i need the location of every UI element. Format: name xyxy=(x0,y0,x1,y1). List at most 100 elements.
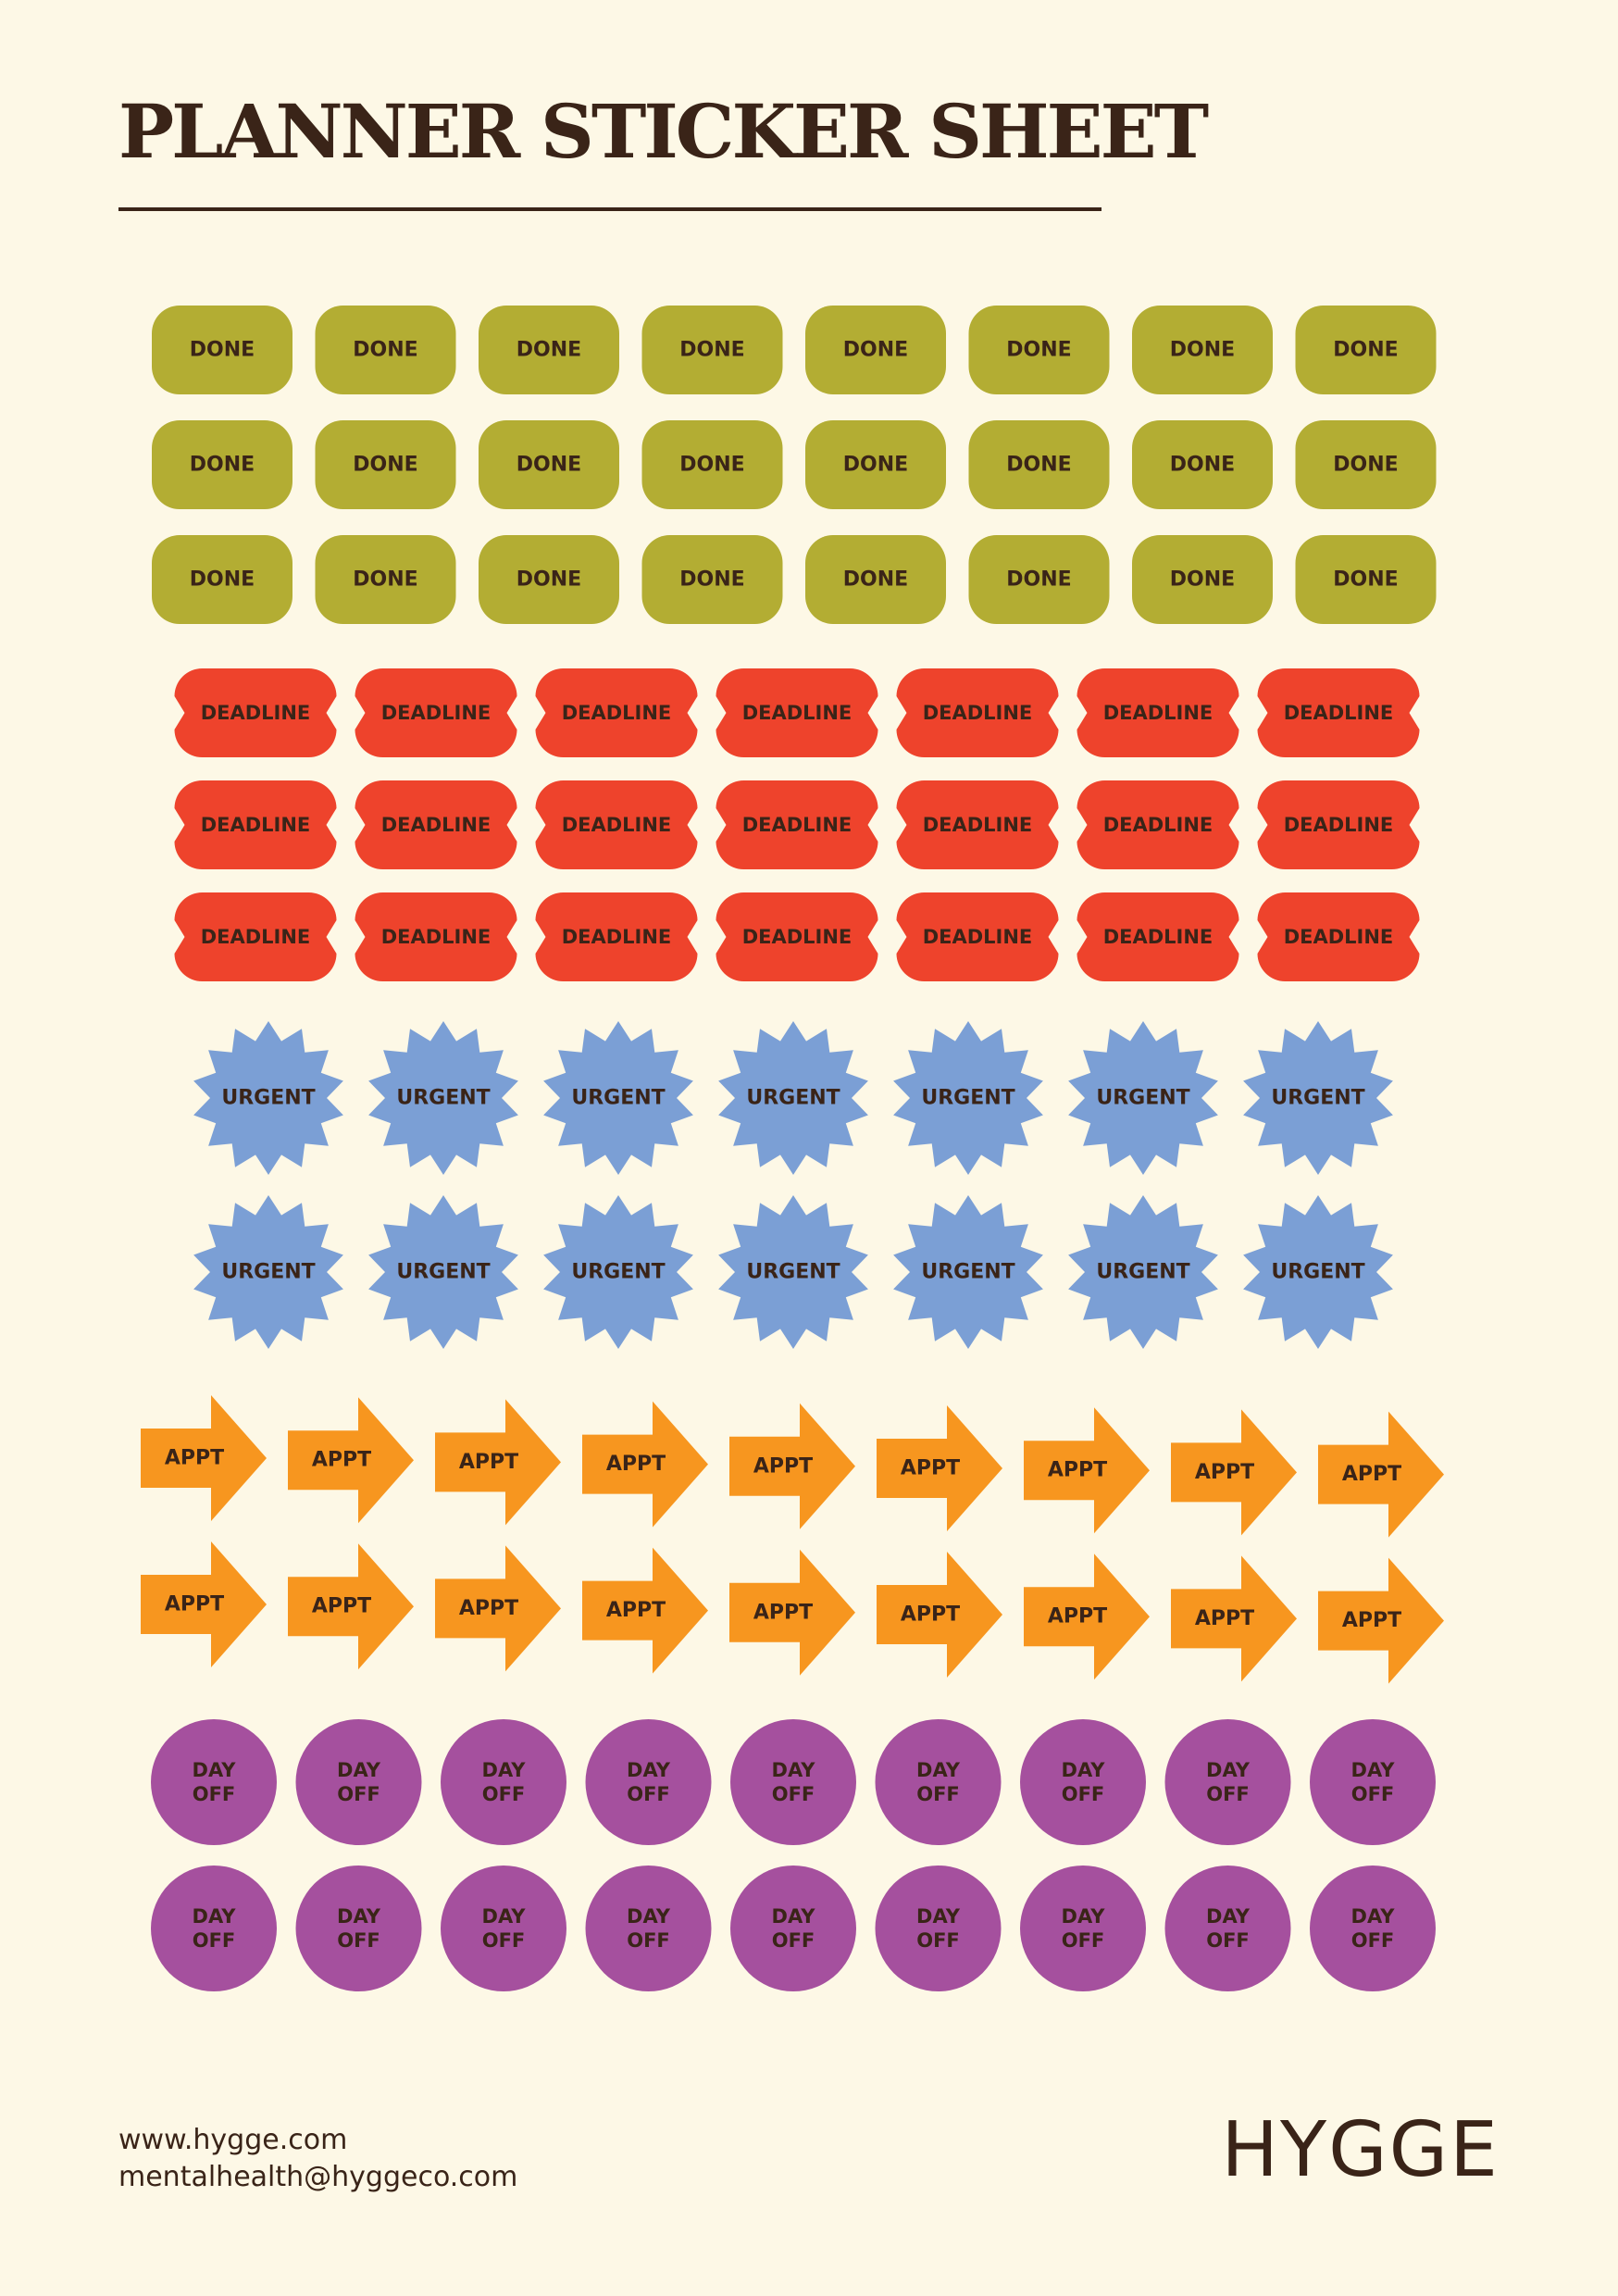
day-off-sticker-label: DAY xyxy=(916,1905,961,1928)
day-off-sticker-label: DAY xyxy=(337,1759,381,1781)
day-off-sticker-shape xyxy=(875,1866,1002,1991)
done-sticker: DONE xyxy=(1295,306,1437,394)
day-off-sticker-shape xyxy=(1310,1719,1436,1845)
appt-sticker-label: APPT xyxy=(753,1454,813,1478)
done-sticker: DONE xyxy=(641,535,783,624)
deadline-sticker-shape xyxy=(716,892,878,981)
appt-sticker: APPT xyxy=(435,1545,561,1672)
appt-sticker-label: APPT xyxy=(1048,1605,1107,1628)
appt-sticker-label: APPT xyxy=(753,1601,813,1624)
urgent-sticker: URGENT xyxy=(193,1195,343,1349)
urgent-sticker: URGENT xyxy=(543,1195,693,1349)
urgent-sticker-shape xyxy=(368,1021,518,1175)
day-off-sticker-shape xyxy=(730,1719,856,1845)
day-off-sticker-label: DAY xyxy=(1062,1759,1106,1781)
day-off-sticker-shape xyxy=(151,1866,277,1991)
day-off-sticker-label: DAY xyxy=(772,1759,816,1781)
done-sticker-shape xyxy=(479,420,619,509)
day-off-sticker-shape xyxy=(295,1866,422,1991)
done-sticker-label: DONE xyxy=(1170,568,1235,592)
deadline-sticker-label: DEADLINE xyxy=(381,702,492,724)
email-link[interactable]: mentalhealth@hyggeco.com xyxy=(118,2161,518,2193)
deadline-sticker-shape xyxy=(716,668,878,757)
day-off-sticker-label: OFF xyxy=(1206,1783,1250,1805)
day-off-sticker-shape xyxy=(295,1719,422,1845)
done-sticker-shape xyxy=(479,306,619,394)
done-sticker-label: DONE xyxy=(679,339,744,362)
urgent-sticker-label: URGENT xyxy=(221,1261,315,1284)
appt-sticker-shape xyxy=(288,1543,414,1670)
deadline-sticker: DEADLINE xyxy=(1077,780,1239,869)
appt-sticker-group: APPT APPT APPT APPT APPT APPT APPT APPT APPT APPT… xyxy=(141,1395,1444,1684)
appt-sticker: APPT xyxy=(435,1399,561,1526)
deadline-sticker-shape xyxy=(355,668,517,757)
done-sticker: DONE xyxy=(1132,306,1273,394)
appt-sticker-shape xyxy=(141,1395,267,1521)
urgent-sticker-label: URGENT xyxy=(571,1087,665,1110)
deadline-sticker-label: DEADLINE xyxy=(1103,926,1214,948)
day-off-sticker-label: OFF xyxy=(337,1929,380,1952)
urgent-sticker: URGENT xyxy=(718,1021,868,1175)
appt-sticker: APPT xyxy=(582,1401,708,1528)
deadline-sticker-label: DEADLINE xyxy=(381,814,492,836)
appt-sticker-label: APPT xyxy=(165,1593,224,1616)
appt-sticker-label: APPT xyxy=(312,1595,371,1618)
urgent-sticker-label: URGENT xyxy=(221,1087,315,1110)
done-sticker-shape xyxy=(1132,535,1273,624)
done-sticker-label: DONE xyxy=(679,454,744,477)
urgent-sticker-label: URGENT xyxy=(1271,1261,1364,1284)
page-title: PLANNER STICKER SHEET xyxy=(118,88,1209,175)
deadline-sticker: DEADLINE xyxy=(896,780,1059,869)
day-off-sticker-label: OFF xyxy=(1062,1783,1105,1805)
urgent-sticker: URGENT xyxy=(368,1021,518,1175)
day-off-sticker-shape xyxy=(1310,1866,1436,1991)
deadline-sticker: DEADLINE xyxy=(716,892,878,981)
deadline-sticker: DEADLINE xyxy=(174,892,337,981)
deadline-sticker-label: DEADLINE xyxy=(562,814,672,836)
deadline-sticker-label: DEADLINE xyxy=(201,702,311,724)
appt-sticker-label: APPT xyxy=(165,1447,224,1470)
urgent-sticker-label: URGENT xyxy=(1096,1087,1189,1110)
deadline-sticker-shape xyxy=(896,668,1059,757)
done-sticker-shape xyxy=(968,306,1110,394)
day-off-sticker-label: OFF xyxy=(772,1929,815,1952)
appt-sticker: APPT xyxy=(1024,1407,1150,1534)
deadline-sticker-shape xyxy=(1077,780,1239,869)
deadline-sticker: DEADLINE xyxy=(535,668,698,757)
deadline-sticker-shape xyxy=(1077,892,1239,981)
day-off-sticker-label: DAY xyxy=(772,1905,816,1928)
appt-sticker-shape xyxy=(1171,1555,1297,1682)
appt-sticker-label: APPT xyxy=(606,1453,666,1476)
day-off-sticker-label: OFF xyxy=(916,1783,960,1805)
website-link[interactable]: www.hygge.com xyxy=(118,2124,348,2156)
done-sticker-label: DONE xyxy=(517,454,581,477)
appt-sticker-label: APPT xyxy=(1342,1463,1401,1486)
done-sticker: DONE xyxy=(968,420,1110,509)
done-sticker-shape xyxy=(152,306,292,394)
urgent-sticker-shape xyxy=(543,1021,693,1175)
done-sticker-shape xyxy=(315,535,456,624)
appt-sticker-shape xyxy=(288,1397,414,1524)
done-sticker-shape xyxy=(805,535,946,624)
done-sticker: DONE xyxy=(479,306,619,394)
day-off-sticker-shape xyxy=(441,1719,566,1845)
day-off-sticker-shape xyxy=(730,1866,856,1991)
done-sticker-label: DONE xyxy=(517,568,581,592)
deadline-sticker-shape xyxy=(1077,668,1239,757)
appt-sticker: APPT xyxy=(288,1543,414,1670)
deadline-sticker: DEADLINE xyxy=(896,892,1059,981)
appt-sticker-label: APPT xyxy=(459,1451,518,1474)
done-sticker: DONE xyxy=(1295,420,1437,509)
deadline-sticker-shape xyxy=(535,780,698,869)
appt-sticker-shape xyxy=(1171,1409,1297,1536)
done-sticker: DONE xyxy=(968,306,1110,394)
deadline-sticker: DEADLINE xyxy=(716,780,878,869)
done-sticker-label: DONE xyxy=(843,454,908,477)
deadline-sticker-label: DEADLINE xyxy=(742,702,853,724)
